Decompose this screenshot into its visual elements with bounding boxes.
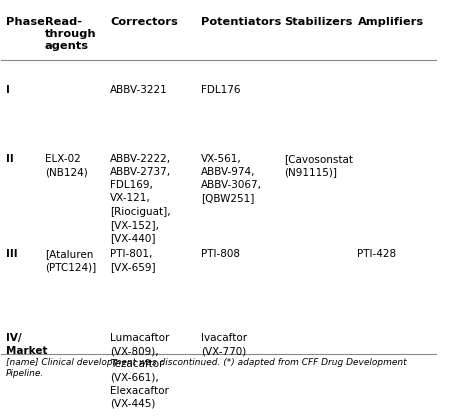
Text: Lumacaftor
(VX-809),
Tezacaftor
(VX-661),
Elexacaftor
(VX-445): Lumacaftor (VX-809), Tezacaftor (VX-661)…: [110, 333, 169, 409]
Text: Potentiators: Potentiators: [201, 17, 282, 27]
Text: I: I: [6, 85, 9, 95]
Text: Correctors: Correctors: [110, 17, 178, 27]
Text: VX-561,
ABBV-974,
ABBV-3067,
[QBW251]: VX-561, ABBV-974, ABBV-3067, [QBW251]: [201, 154, 262, 204]
Text: PTI-808: PTI-808: [201, 249, 240, 259]
Text: Read-
through
agents: Read- through agents: [45, 17, 96, 51]
Text: FDL176: FDL176: [201, 85, 241, 95]
Text: III: III: [6, 249, 18, 259]
Text: ELX-02
(NB124): ELX-02 (NB124): [45, 154, 88, 177]
Text: ABBV-3221: ABBV-3221: [110, 85, 168, 95]
Text: Ivacaftor
(VX-770): Ivacaftor (VX-770): [201, 333, 247, 356]
Text: Stabilizers: Stabilizers: [283, 17, 352, 27]
Text: Phase: Phase: [6, 17, 45, 27]
Text: [name] Clinical development was discontinued. (*) adapted from CFF Drug Developm: [name] Clinical development was disconti…: [6, 358, 406, 378]
Text: II: II: [6, 154, 13, 164]
Text: Amplifiers: Amplifiers: [357, 17, 424, 27]
Text: PTI-428: PTI-428: [357, 249, 397, 259]
Text: [Cavosonstat
(N91115)]: [Cavosonstat (N91115)]: [283, 154, 353, 177]
Text: ABBV-2222,
ABBV-2737,
FDL169,
VX-121,
[Riociguat],
[VX-152],
[VX-440]: ABBV-2222, ABBV-2737, FDL169, VX-121, [R…: [110, 154, 171, 243]
Text: [Ataluren
(PTC124)]: [Ataluren (PTC124)]: [45, 249, 96, 272]
Text: PTI-801,
[VX-659]: PTI-801, [VX-659]: [110, 249, 155, 272]
Text: IV/
Market: IV/ Market: [6, 333, 47, 356]
